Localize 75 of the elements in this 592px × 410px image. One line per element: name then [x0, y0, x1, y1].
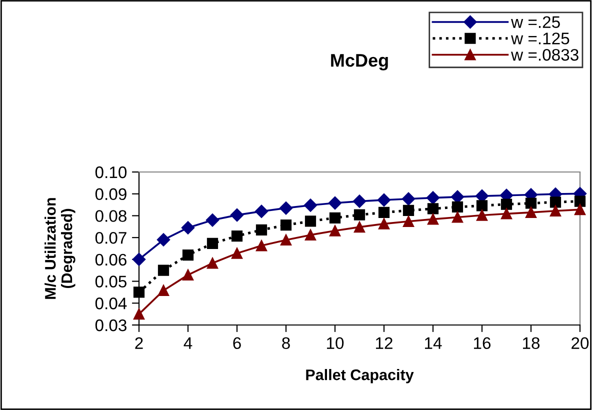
legend-label: w =.125 — [511, 32, 570, 44]
point — [231, 248, 243, 259]
y-axis-title: M/c Utilization (Degraded) — [44, 198, 76, 299]
point — [206, 214, 220, 227]
y-tick-label: 0.07 — [95, 232, 126, 244]
point — [452, 212, 464, 223]
x-tick-label: 2 — [135, 337, 143, 349]
x-tick-label: 8 — [282, 337, 290, 350]
point — [133, 286, 145, 298]
x-tick-label: 4 — [184, 337, 192, 349]
point — [378, 218, 390, 230]
point — [206, 238, 218, 250]
point — [254, 204, 268, 218]
point — [280, 220, 292, 231]
point — [574, 204, 586, 216]
point — [378, 206, 390, 218]
chart-title: McDeg — [331, 54, 388, 70]
point — [352, 194, 366, 208]
point — [280, 234, 292, 246]
y-tick-label: 0.05 — [95, 276, 126, 288]
point — [525, 206, 537, 218]
y-tick-label: 0.04 — [95, 298, 127, 310]
point — [402, 216, 414, 227]
legend-label: w =.0833 — [511, 48, 578, 61]
point — [550, 196, 562, 208]
point — [377, 193, 391, 207]
point — [525, 198, 537, 209]
x-tick-label: 14 — [425, 337, 442, 349]
point — [402, 192, 416, 206]
point — [182, 269, 194, 281]
point — [182, 250, 194, 261]
point — [256, 224, 268, 236]
point — [427, 203, 439, 214]
y-tick-label: 0.09 — [95, 188, 126, 200]
point — [231, 230, 243, 242]
x-tick-label: 20 — [572, 337, 589, 350]
point — [158, 264, 170, 276]
point — [427, 214, 439, 225]
point — [256, 240, 268, 252]
point — [574, 196, 586, 207]
point — [133, 308, 145, 320]
legend-label: w =.25 — [511, 16, 560, 28]
point — [304, 229, 316, 241]
point — [426, 191, 440, 204]
point — [476, 200, 488, 212]
point — [156, 233, 170, 246]
x-tick-label: 18 — [523, 337, 540, 350]
x-tick-label: 6 — [233, 337, 241, 350]
point — [158, 284, 170, 296]
point — [279, 201, 293, 215]
point — [500, 198, 512, 210]
point — [230, 208, 244, 222]
point — [328, 196, 342, 210]
point — [329, 212, 341, 224]
y-tick-label: 0.06 — [95, 254, 126, 266]
point — [132, 252, 146, 266]
point — [476, 210, 488, 221]
point — [354, 222, 366, 233]
point — [206, 258, 218, 269]
point — [550, 205, 562, 216]
point — [500, 208, 512, 220]
point — [181, 221, 195, 234]
point — [304, 216, 316, 227]
y-tick-label: 0.10 — [95, 166, 127, 178]
point — [452, 201, 464, 213]
x-tick-label: 12 — [376, 337, 392, 349]
point — [402, 204, 414, 216]
point — [329, 225, 341, 236]
x-tick-label: 10 — [327, 337, 344, 350]
y-tick-label: 0.03 — [95, 319, 126, 332]
x-tick-label: 16 — [474, 337, 491, 350]
point — [304, 198, 318, 212]
y-tick-label: 0.08 — [95, 210, 126, 222]
point — [354, 209, 366, 220]
x-axis-title: Pallet Capacity — [306, 369, 414, 384]
